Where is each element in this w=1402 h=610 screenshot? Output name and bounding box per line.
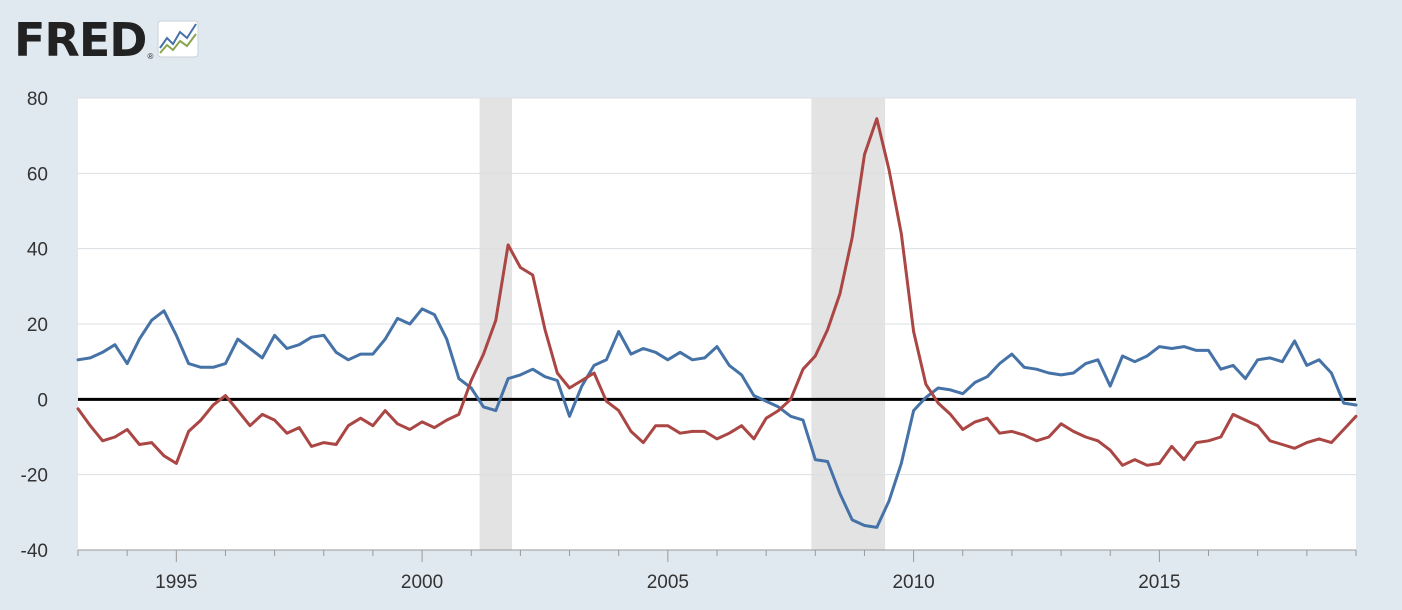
y-tick-label: 60 [27, 164, 48, 185]
registered-mark: ® [147, 52, 154, 61]
series-line-1 [76, 307, 1358, 529]
fred-graph-icon [157, 20, 199, 58]
x-tick-label: 2000 [401, 572, 443, 593]
y-tick-label: -20 [21, 466, 48, 487]
y-tick-label: 20 [27, 315, 48, 336]
x-tick-label: 2015 [1138, 572, 1180, 593]
series-line-2 [76, 117, 1358, 467]
x-tick-label: 1995 [155, 572, 197, 593]
y-tick-label: 40 [27, 240, 48, 261]
x-axis: 1995 2000 2005 2010 2015 [77, 549, 1357, 593]
fred-logo[interactable]: FRED ® [14, 14, 199, 66]
y-axis-labels: -40 -20 0 20 40 60 80 [21, 89, 48, 562]
y-tick-label: 0 [37, 390, 48, 411]
series-lines [76, 117, 1358, 529]
fred-logo-text: FRED [14, 13, 147, 67]
y-tick-label: 80 [27, 89, 48, 110]
x-tick-label: 2010 [892, 572, 934, 593]
x-tick-label: 2005 [647, 572, 689, 593]
y-tick-label: -40 [21, 541, 48, 562]
